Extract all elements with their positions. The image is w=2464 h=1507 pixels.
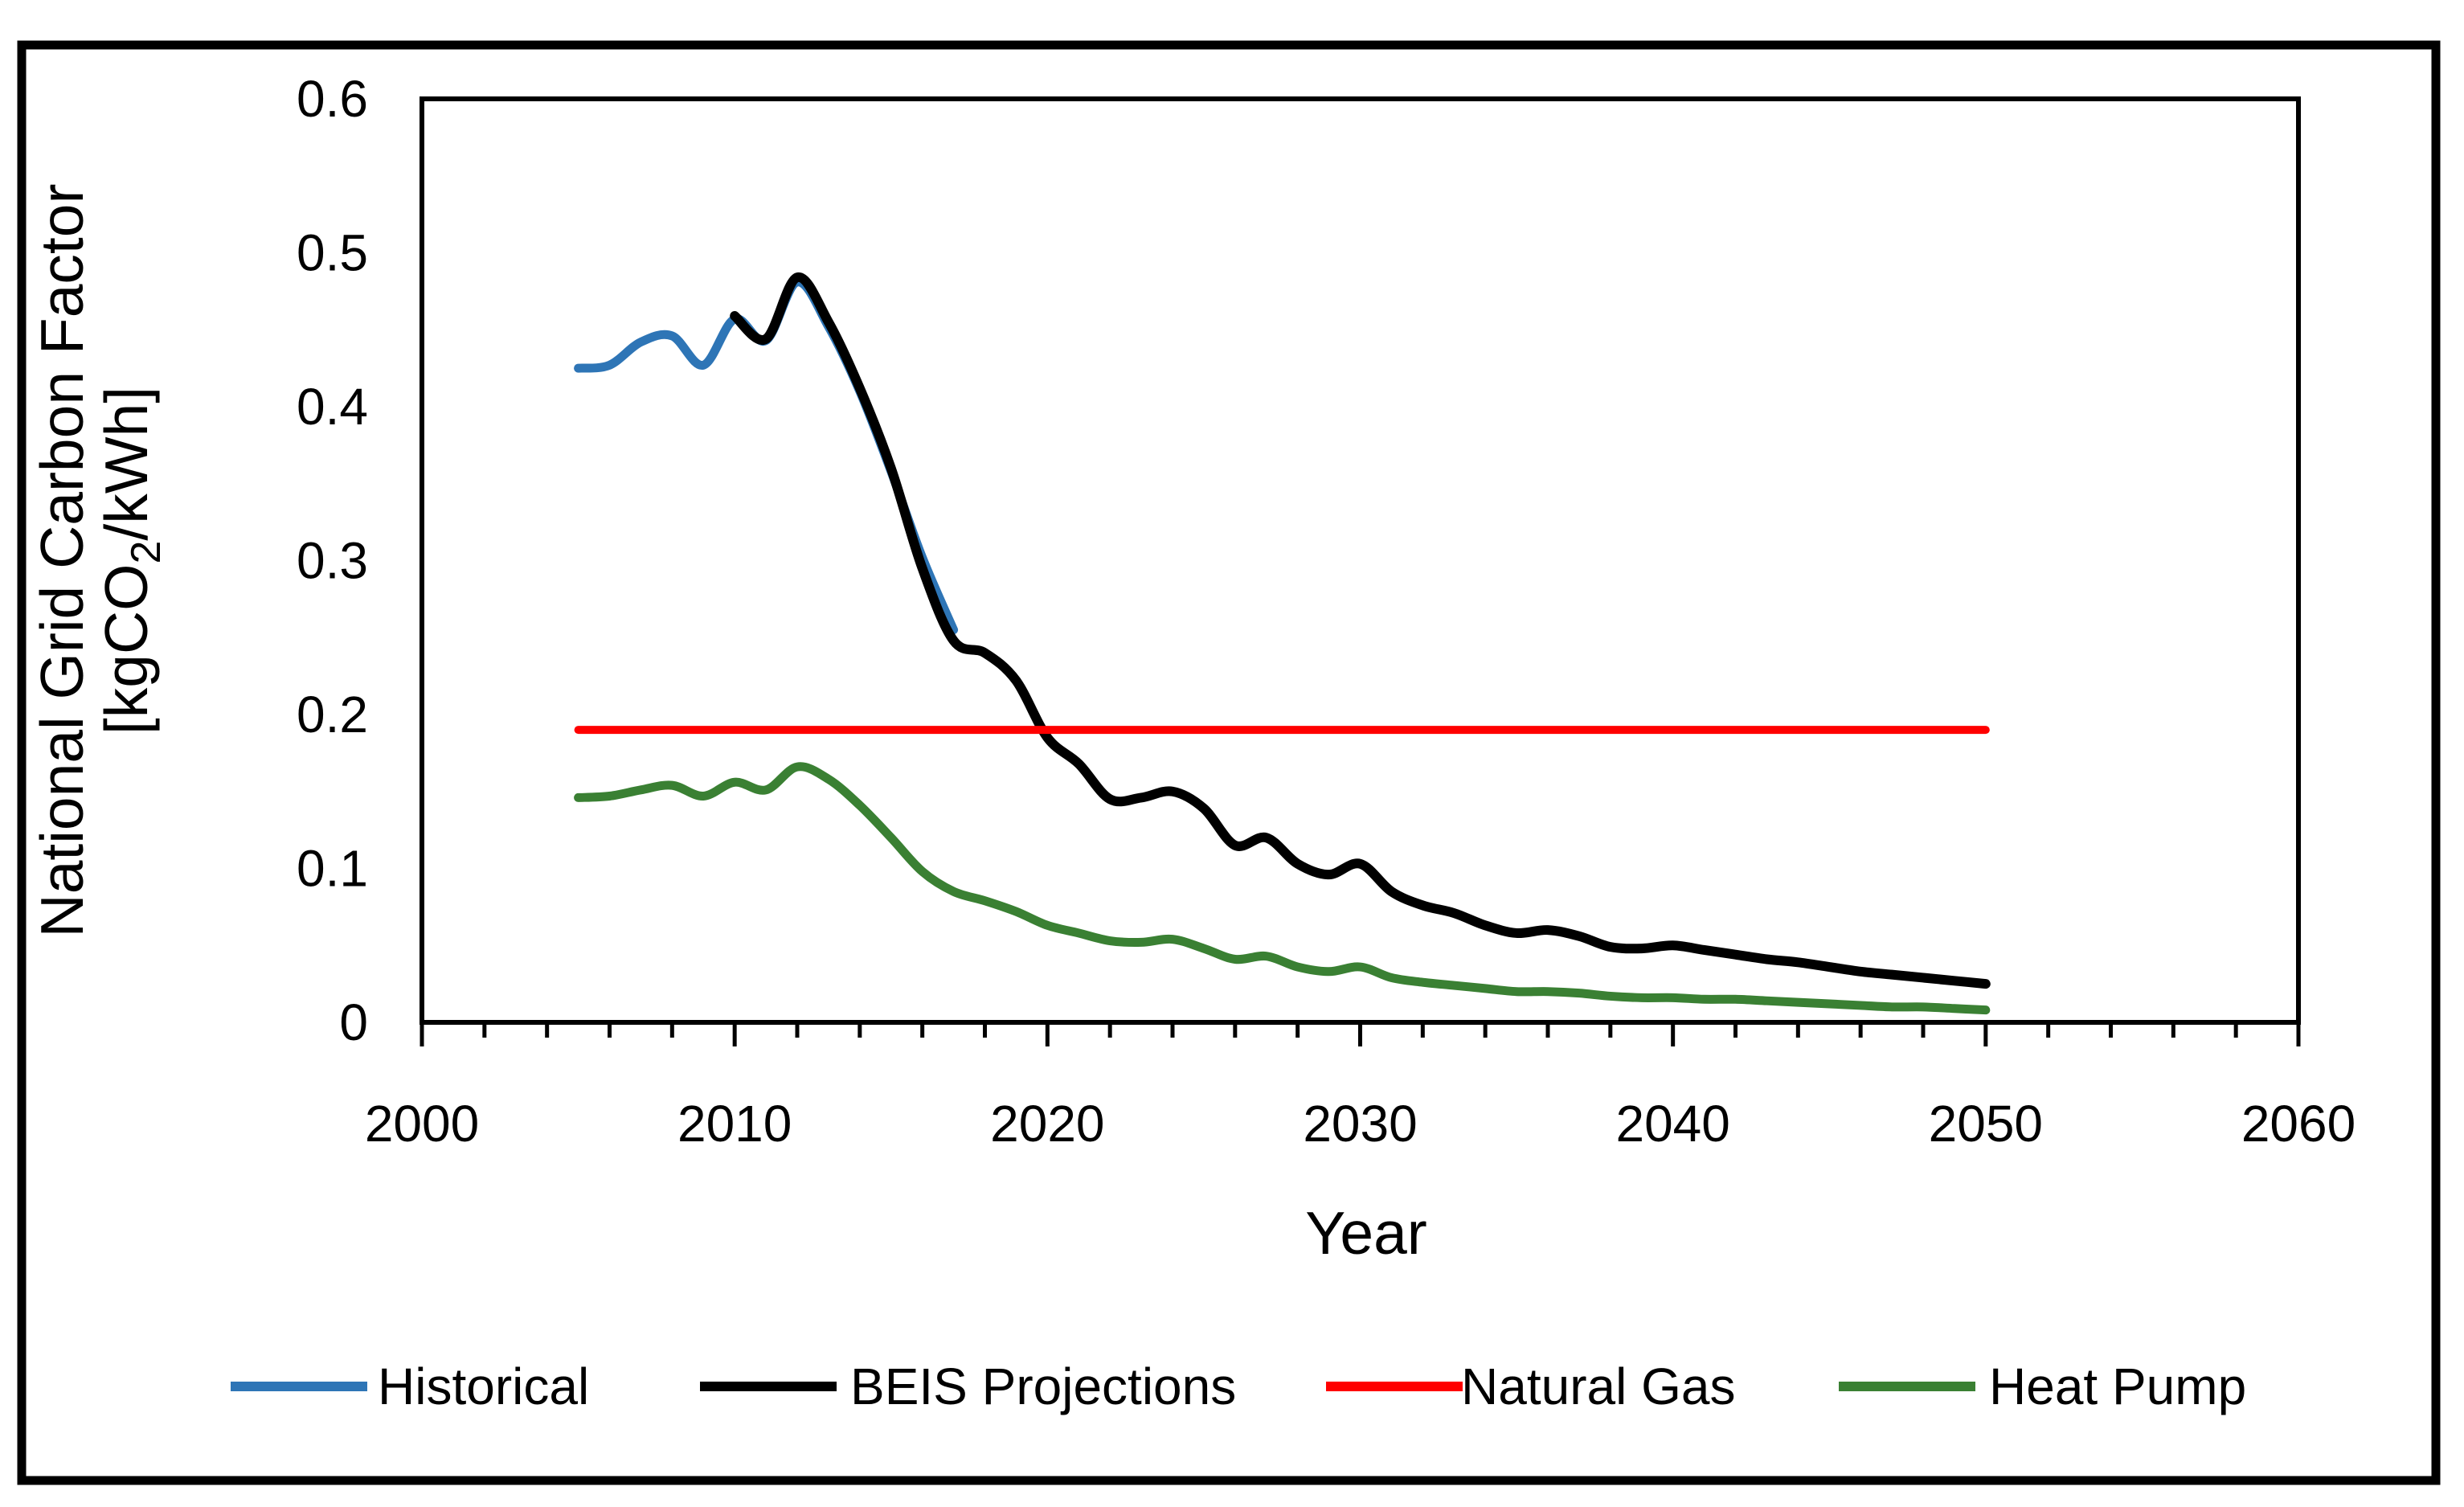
series-line-heat-pump: [574, 762, 1991, 1015]
legend-item-beis-projections: BEIS Projections: [700, 1358, 1236, 1415]
y-tick-label-0: 0: [339, 993, 368, 1051]
y-axis-title: National Grid Carbon Factor: [28, 184, 96, 938]
legend-label-heat-pump: Heat Pump: [1989, 1358, 2246, 1415]
x-tick-label-2010: 2010: [677, 1095, 792, 1153]
legend-item-natural-gas: Natural Gas: [1326, 1358, 1735, 1415]
series-line-beis-projections: [730, 272, 1991, 989]
y-tick-label-0.6: 0.6: [297, 70, 368, 128]
x-tick-label-2060: 2060: [2241, 1095, 2356, 1153]
co2-subscript: 2: [123, 541, 170, 564]
x-tick-label-2000: 2000: [365, 1095, 479, 1153]
x-tick-label-2040: 2040: [1615, 1095, 1729, 1153]
y-tick-label-0.2: 0.2: [297, 686, 368, 743]
y-tick-label-0.4: 0.4: [297, 378, 368, 436]
y-axis-units: [kgCO2/kWh]: [92, 387, 170, 735]
legend-label-beis-projections: BEIS Projections: [850, 1358, 1236, 1415]
x-tick-label-2050: 2050: [1929, 1095, 2043, 1153]
legend-label-historical: Historical: [378, 1358, 589, 1415]
series-lines: [574, 272, 1991, 1015]
legend: Historical BEIS Projections Natural Gas Hea…: [231, 1358, 2246, 1415]
x-tick-label-2030: 2030: [1303, 1095, 1417, 1153]
legend-item-heat-pump: Heat Pump: [1839, 1358, 2246, 1415]
x-axis-ticks: [420, 1022, 2301, 1046]
x-axis-tick-labels: 2000 2010 2020 2030 2040 2050 2060: [365, 1095, 2356, 1153]
figure-border: [17, 40, 2441, 1485]
legend-label-natural-gas: Natural Gas: [1461, 1358, 1735, 1415]
y-tick-label-0.5: 0.5: [297, 224, 368, 282]
legend-item-historical: Historical: [231, 1358, 589, 1415]
y-tick-label-0.3: 0.3: [297, 532, 368, 590]
y-tick-label-0.1: 0.1: [297, 840, 368, 898]
x-axis-title: Year: [1305, 1199, 1427, 1267]
x-tick-label-2020: 2020: [990, 1095, 1104, 1153]
plot-frame: [420, 96, 2301, 1025]
y-axis-tick-labels: 0 0.1 0.2 0.3 0.4 0.5 0.6: [297, 70, 368, 1051]
